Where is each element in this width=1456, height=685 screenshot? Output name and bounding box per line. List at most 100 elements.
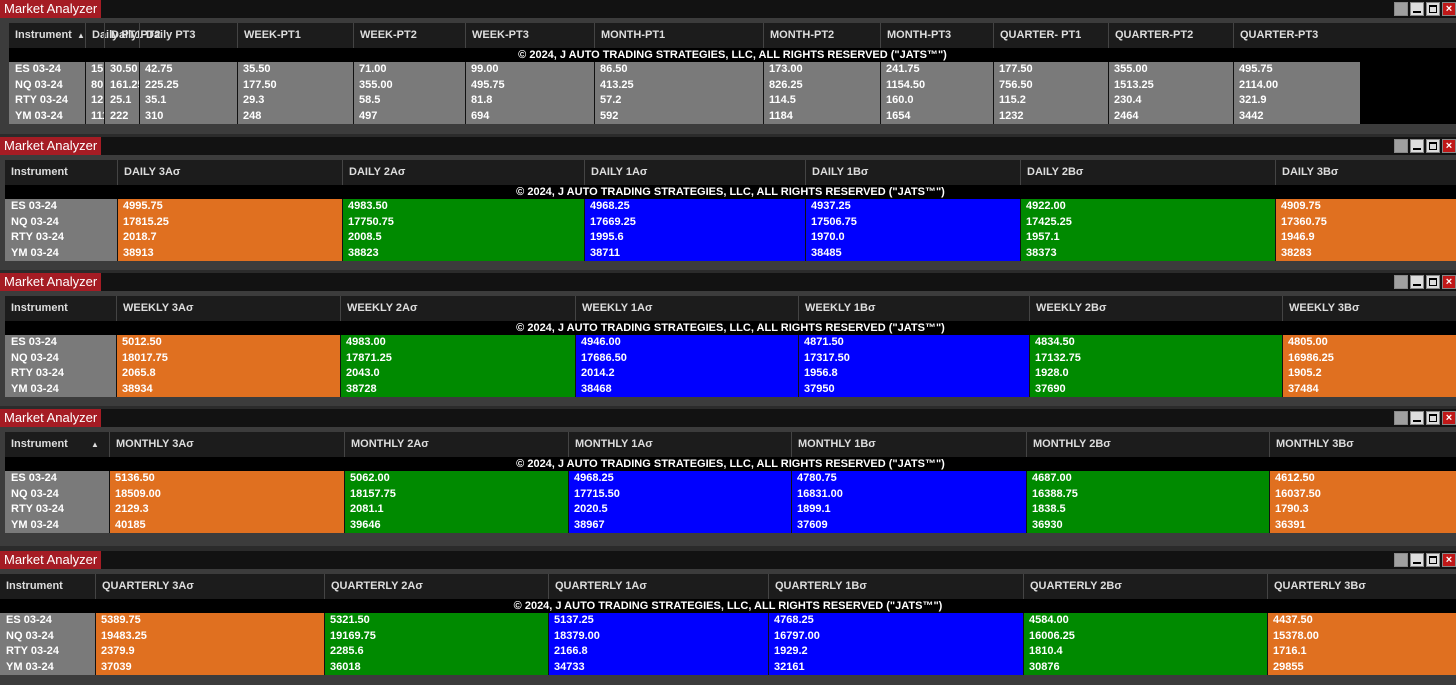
value-cell[interactable]: 17360.75	[1281, 215, 1327, 228]
value-cell[interactable]: 37484	[1288, 382, 1319, 395]
value-cell[interactable]: 115.2	[999, 94, 1026, 106]
value-cell[interactable]: 18157.75	[350, 487, 396, 500]
value-cell[interactable]: 37609	[797, 518, 828, 531]
value-cell[interactable]: 18017.75	[122, 351, 168, 364]
value-cell[interactable]: 30876	[1029, 660, 1060, 673]
value-cell[interactable]: 57.2	[600, 94, 622, 106]
value-cell[interactable]: 1790.3	[1275, 503, 1309, 515]
instrument-cell[interactable]: ES 03-24	[11, 336, 57, 348]
minimize-icon[interactable]	[1410, 275, 1424, 289]
value-cell[interactable]: 4805.00	[1288, 336, 1328, 348]
column-header-daily-2bsigma[interactable]: DAILY 2Bσ	[1020, 160, 1275, 185]
value-cell[interactable]: 2081.1	[350, 503, 384, 515]
restore-icon[interactable]	[1394, 275, 1408, 289]
value-cell[interactable]: 413.25	[600, 78, 634, 91]
value-cell[interactable]: 1905.2	[1288, 367, 1322, 379]
value-cell[interactable]: 160.0	[886, 94, 914, 106]
value-cell[interactable]: 38711	[590, 246, 620, 259]
value-cell[interactable]: 495.75	[1239, 63, 1273, 75]
value-cell[interactable]: 3442	[1239, 109, 1264, 122]
value-cell[interactable]: 15.25	[86, 62, 119, 78]
value-cell[interactable]: 36391	[1275, 518, 1306, 531]
value-cell[interactable]: 29855	[1273, 660, 1304, 673]
instrument-cell[interactable]: YM 03-24	[11, 382, 59, 395]
value-cell[interactable]: 2018.7	[123, 231, 157, 243]
value-cell[interactable]: 222	[110, 109, 129, 122]
value-cell[interactable]: 38913	[123, 246, 154, 259]
value-cell[interactable]: 4983.00	[346, 336, 386, 348]
value-cell[interactable]: 1946.9	[1281, 231, 1315, 243]
column-header-daily-pt2[interactable]: Daily PT2	[104, 23, 161, 48]
value-cell[interactable]: 1184	[769, 109, 793, 122]
column-header-monthly-1bsigma[interactable]: MONTHLY 1Bσ	[791, 432, 1026, 457]
value-cell[interactable]: 5062.00	[350, 472, 390, 484]
value-cell[interactable]: 2166.8	[554, 645, 588, 657]
value-cell[interactable]: 1970.0	[811, 231, 845, 243]
value-cell[interactable]: 4946.00	[581, 336, 621, 348]
value-cell[interactable]: 34733	[554, 660, 585, 673]
instrument-cell[interactable]: ES 03-24	[6, 614, 52, 626]
value-cell[interactable]: 4922.00	[1026, 200, 1066, 212]
column-header-quarter-pt1[interactable]: QUARTER- PT1	[993, 23, 1108, 48]
value-cell[interactable]: 4983.50	[348, 200, 388, 212]
value-cell[interactable]: 4995.75	[123, 200, 163, 212]
column-header-monthly-2bsigma[interactable]: MONTHLY 2Bσ	[1026, 432, 1269, 457]
column-header-daily-1asigma[interactable]: DAILY 1Aσ	[584, 160, 805, 185]
value-cell[interactable]: 5012.50	[122, 336, 162, 348]
value-cell[interactable]: 4937.25	[811, 200, 851, 212]
value-cell[interactable]: 15378.00	[1273, 629, 1319, 642]
value-cell[interactable]: 355.00	[359, 78, 393, 91]
column-header-quarter-pt2[interactable]: QUARTER-PT2	[1108, 23, 1233, 48]
value-cell[interactable]: 18509.00	[115, 487, 161, 500]
value-cell[interactable]: 17815.25	[123, 215, 169, 228]
value-cell[interactable]: 19483.25	[101, 629, 147, 642]
value-cell[interactable]: 2285.6	[330, 645, 364, 657]
value-cell[interactable]: 37690	[1035, 382, 1066, 395]
column-header-month-pt1[interactable]: MONTH-PT1	[594, 23, 763, 48]
value-cell[interactable]: 38373	[1026, 246, 1057, 259]
column-header-daily-3asigma[interactable]: DAILY 3Aσ	[117, 160, 342, 185]
value-cell[interactable]: 2129.3	[115, 503, 149, 515]
value-cell[interactable]: 177.50	[243, 78, 277, 91]
value-cell[interactable]: 17871.25	[346, 351, 392, 364]
column-header-quarterly-3bsigma[interactable]: QUARTERLY 3Bσ	[1267, 574, 1456, 599]
value-cell[interactable]: 2043.0	[346, 367, 380, 379]
value-cell[interactable]: 17132.75	[1035, 351, 1081, 364]
instrument-cell[interactable]: ES 03-24	[15, 63, 61, 75]
value-cell[interactable]: 17686.50	[581, 351, 627, 364]
value-cell[interactable]: 12.5	[91, 94, 113, 106]
value-cell[interactable]: 39646	[350, 518, 381, 531]
value-cell[interactable]: 177.50	[999, 63, 1033, 75]
column-header-week-pt1[interactable]: WEEK-PT1	[237, 23, 353, 48]
value-cell[interactable]: 16006.25	[1029, 629, 1075, 642]
value-cell[interactable]: 826.25	[769, 78, 803, 91]
value-cell[interactable]: 16986.25	[1288, 351, 1334, 364]
column-header-daily-2asigma[interactable]: DAILY 2Aσ	[342, 160, 584, 185]
value-cell[interactable]: 111	[91, 109, 109, 122]
value-cell[interactable]: 17317.50	[804, 351, 850, 364]
value-cell[interactable]: 19169.75	[330, 629, 376, 642]
value-cell[interactable]: 5137.25	[554, 614, 594, 626]
maximize-icon[interactable]	[1426, 139, 1440, 153]
value-cell[interactable]: 36930	[1032, 518, 1063, 531]
value-cell[interactable]: 4968.25	[574, 472, 614, 484]
value-cell[interactable]: 37039	[101, 660, 132, 673]
value-cell[interactable]: 86.50	[600, 63, 628, 75]
value-cell[interactable]: 2114.00	[1239, 78, 1279, 91]
value-cell[interactable]: 248	[243, 109, 262, 122]
value-cell[interactable]: 4968.25	[590, 200, 630, 212]
instrument-cell[interactable]: NQ 03-24	[11, 351, 59, 364]
close-icon[interactable]: ×	[1442, 411, 1456, 425]
minimize-icon[interactable]	[1410, 411, 1424, 425]
value-cell[interactable]: 1513.25	[1114, 78, 1154, 91]
value-cell[interactable]: 2008.5	[348, 231, 382, 243]
value-cell[interactable]: 694	[471, 109, 490, 122]
instrument-cell[interactable]: RTY 03-24	[11, 503, 64, 515]
instrument-cell[interactable]: YM 03-24	[11, 246, 59, 259]
column-header-instrument[interactable]: Instrument ▲	[9, 23, 85, 48]
restore-icon[interactable]	[1394, 2, 1408, 16]
column-header-monthly-1asigma[interactable]: MONTHLY 1Aσ	[568, 432, 791, 457]
column-header-month-pt2[interactable]: MONTH-PT2	[763, 23, 880, 48]
column-header-month-pt3[interactable]: MONTH-PT3	[880, 23, 993, 48]
column-header-weekly-3bsigma[interactable]: WEEKLY 3Bσ	[1282, 296, 1456, 321]
